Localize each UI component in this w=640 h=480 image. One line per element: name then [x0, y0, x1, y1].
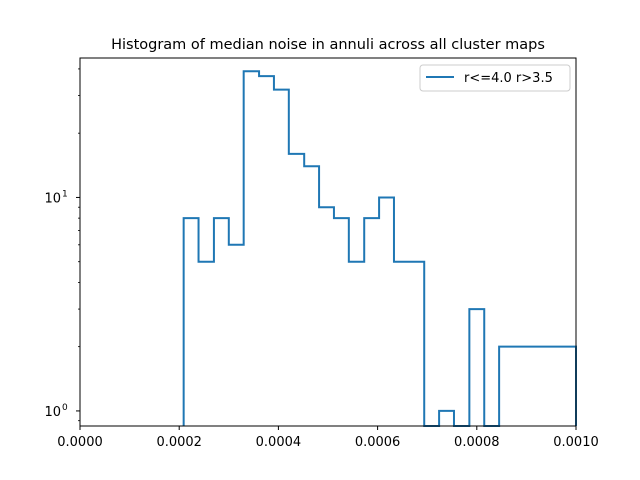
axes-frame	[79, 57, 577, 427]
y-tick-label: 10	[44, 191, 61, 206]
legend: r<=4.0 r>3.5	[419, 64, 571, 92]
x-tick-label: 0.0008	[454, 435, 500, 450]
y-tick-exponent: 1	[62, 189, 68, 199]
histogram-step-line	[182, 70, 577, 427]
x-tick-label: 0.0000	[57, 435, 103, 450]
x-tick-label: 0.0010	[553, 435, 599, 450]
y-tick-label: 10	[44, 405, 61, 420]
y-tick-exponent: 0	[62, 403, 68, 413]
x-axis: 0.0000 0.0002 0.0004 0.0006 0.0008 0.0010	[57, 426, 599, 450]
x-tick-label: 0.0004	[256, 435, 302, 450]
chart-title: Histogram of median noise in annuli acro…	[111, 37, 545, 53]
x-tick-label: 0.0006	[355, 435, 401, 450]
x-tick-label: 0.0002	[156, 435, 202, 450]
legend-label: r<=4.0 r>3.5	[464, 71, 553, 86]
legend-box	[419, 64, 571, 92]
plot-area	[182, 70, 577, 427]
